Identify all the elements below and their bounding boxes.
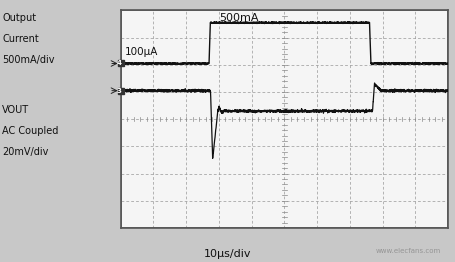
- Text: 10μs/div: 10μs/div: [204, 249, 251, 259]
- Text: VOUT: VOUT: [2, 105, 30, 115]
- Text: Current: Current: [2, 34, 39, 44]
- Text: 500mA: 500mA: [219, 13, 258, 23]
- Text: 4: 4: [116, 61, 121, 67]
- Text: 100μA: 100μA: [125, 47, 158, 57]
- Text: Output: Output: [2, 13, 36, 23]
- Text: 20mV/div: 20mV/div: [2, 147, 49, 157]
- Text: 3: 3: [116, 88, 121, 94]
- Text: 500mA/div: 500mA/div: [2, 55, 55, 65]
- Text: AC Coupled: AC Coupled: [2, 126, 59, 136]
- Text: www.elecfans.com: www.elecfans.com: [376, 248, 441, 254]
